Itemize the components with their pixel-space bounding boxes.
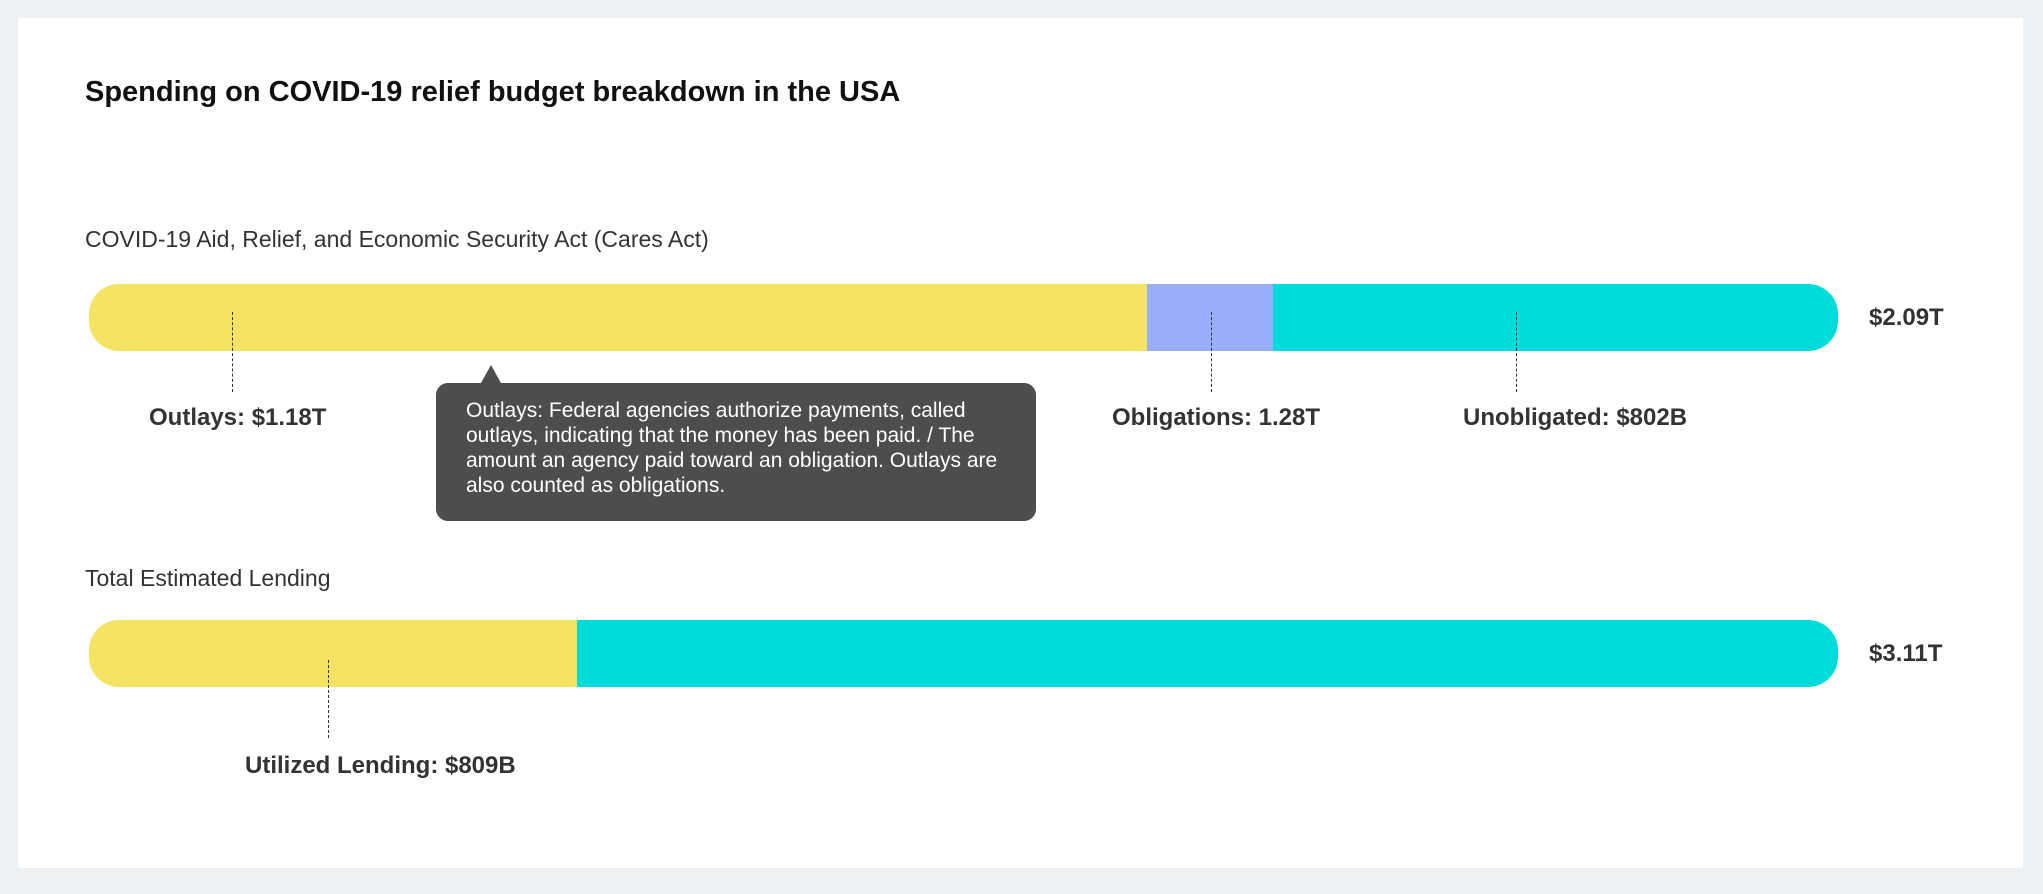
lending-bar [89,620,1838,687]
outlays-segment[interactable] [89,284,1147,351]
unobligated-segment[interactable] [1273,284,1838,351]
outlays-leader [232,312,233,392]
utilized-lending-segment[interactable] [89,620,577,687]
chart-title: Spending on COVID-19 relief budget break… [85,76,901,108]
cares-act-total: $2.09T [1869,304,1944,331]
utilized-lending-leader [328,660,329,738]
obligations-leader [1211,312,1212,392]
lending-label: Total Estimated Lending [85,565,331,591]
obligations-segment[interactable] [1147,284,1273,351]
tooltip-arrow [481,365,501,383]
cares-act-label: COVID-19 Aid, Relief, and Economic Secur… [85,226,709,252]
lending-total: $3.11T [1869,640,1943,667]
cares-act-bar [89,284,1838,351]
utilized-lending-label: Utilized Lending: $809B [245,752,516,779]
obligations-label: Obligations: 1.28T [1112,404,1321,431]
outlays-label: Outlays: $1.18T [149,404,327,431]
remaining-lending-segment[interactable] [577,620,1838,687]
unobligated-leader [1516,312,1517,392]
unobligated-label: Unobligated: $802B [1463,404,1688,431]
outlays-tooltip: Outlays: Federal agencies authorize paym… [436,383,1036,521]
